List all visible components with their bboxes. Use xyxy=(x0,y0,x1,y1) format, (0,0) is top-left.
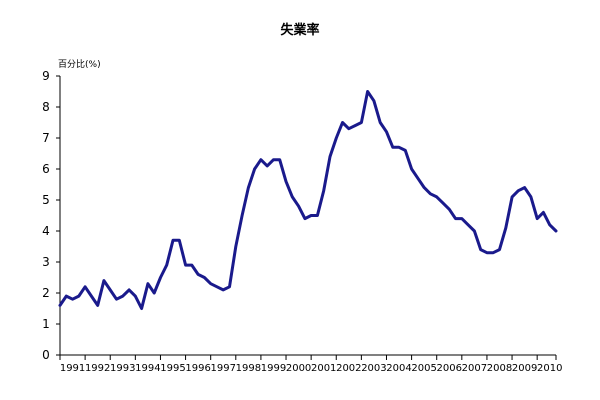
x-tick-label: 2001 xyxy=(311,363,336,374)
x-tick-label: 2005 xyxy=(411,363,436,374)
x-tick-label: 2000 xyxy=(286,363,311,374)
y-tick-label: 5 xyxy=(42,193,50,207)
y-tick-label: 7 xyxy=(42,131,50,145)
y-tick-label: 2 xyxy=(42,286,50,300)
x-tick-label: 2002 xyxy=(336,363,361,374)
x-tick-labels: 1991 1992 1993 1994 1995 1996 1997 1998 1999 2000… xyxy=(60,363,563,374)
y-axis-label: 百分比(%) xyxy=(58,58,101,70)
x-tick-label: 2008 xyxy=(487,363,512,374)
x-tick-label: 1995 xyxy=(160,363,185,374)
x-tick-label: 1998 xyxy=(236,363,261,374)
x-tick-label: 2003 xyxy=(361,363,386,374)
x-tick-label: 1991 xyxy=(60,363,85,374)
y-tick-label: 4 xyxy=(42,224,50,238)
axes xyxy=(56,75,557,360)
y-tick-label: 9 xyxy=(42,69,50,83)
x-tick-label: 2009 xyxy=(512,363,537,374)
x-tick-label: 1994 xyxy=(135,363,160,374)
x-tick-label: 2007 xyxy=(462,363,487,374)
x-tick-label: 1993 xyxy=(110,363,135,374)
x-tick-label: 2004 xyxy=(386,363,411,374)
x-tick-label: 1996 xyxy=(185,363,210,374)
x-tick-label: 1999 xyxy=(261,363,286,374)
chart-title: 失業率 xyxy=(280,22,319,38)
series-line xyxy=(58,90,558,310)
y-tick-label: 8 xyxy=(42,100,50,114)
series-group xyxy=(58,90,558,310)
x-tick-label: 1992 xyxy=(85,363,110,374)
y-tick-label: 1 xyxy=(42,317,50,331)
y-tick-label: 3 xyxy=(42,255,50,269)
y-tick-label: 6 xyxy=(42,162,50,176)
y-tick-labels: 0 1 2 3 4 5 6 7 8 9 xyxy=(42,69,50,362)
y-tick-label: 0 xyxy=(42,348,50,362)
x-tick-label: 2006 xyxy=(437,363,462,374)
x-tick-label: 1997 xyxy=(211,363,236,374)
x-tick-label: 2010 xyxy=(537,363,562,374)
